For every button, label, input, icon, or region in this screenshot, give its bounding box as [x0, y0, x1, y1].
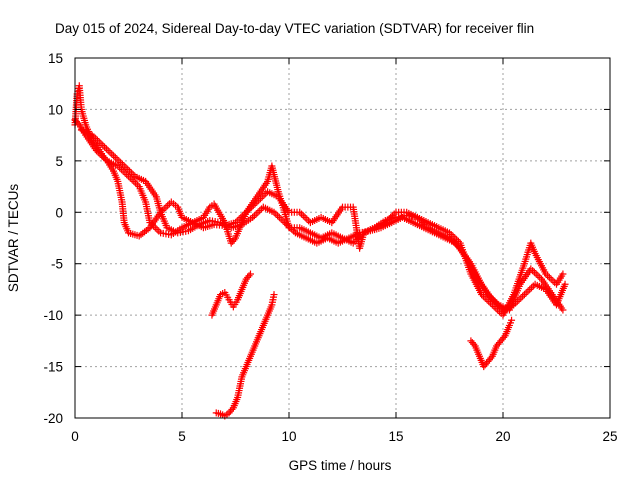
y-tick-label: 0: [55, 205, 63, 220]
data-point: [508, 316, 516, 324]
data-point: [115, 157, 123, 165]
data-point: [524, 287, 532, 295]
data-point: [270, 291, 278, 299]
data-point: [74, 119, 82, 127]
data-point: [153, 225, 161, 233]
data-point: [258, 205, 266, 213]
data-point: [301, 213, 309, 221]
series-track-c: [77, 126, 567, 314]
data-point: [526, 285, 534, 293]
data-point: [254, 208, 262, 216]
data-point: [162, 203, 170, 211]
data-point: [111, 153, 119, 161]
x-tick-label: 10: [281, 429, 296, 444]
data-point: [104, 147, 112, 155]
data-point: [519, 292, 527, 300]
y-tick-label: -20: [43, 411, 63, 426]
data-point: [529, 282, 537, 290]
data-point: [559, 306, 567, 314]
chart-title: Day 015 of 2024, Sidereal Day-to-day VTE…: [55, 21, 534, 36]
data-point: [530, 268, 538, 276]
plot-frame: [74, 57, 611, 419]
axes: 0 5 10 15 20 25 15 10 5 0 -5 -10 -15 -20: [43, 51, 617, 444]
data-point: [470, 340, 478, 348]
data-point: [297, 210, 305, 218]
data-point: [228, 405, 236, 413]
y-tick-label: -10: [43, 308, 63, 323]
data-point: [132, 179, 140, 187]
data-point: [305, 217, 313, 225]
data-point: [250, 212, 258, 220]
data-points: [71, 82, 569, 420]
data-point: [102, 145, 110, 153]
x-tick-label: 5: [178, 429, 186, 444]
x-tick-label: 20: [495, 429, 510, 444]
series-fragment-right: [467, 316, 516, 371]
data-point: [487, 354, 495, 362]
x-tick-label: 25: [602, 429, 617, 444]
data-point: [275, 213, 283, 221]
y-tick-label: -15: [43, 360, 63, 375]
data-point: [252, 210, 260, 218]
data-point: [534, 272, 542, 280]
data-point: [130, 177, 138, 185]
data-point: [246, 270, 254, 278]
series-fragment-upper: [208, 270, 254, 319]
data-point: [299, 212, 307, 220]
data-point: [108, 150, 116, 158]
y-tick-label: 5: [55, 154, 63, 169]
data-point: [561, 280, 569, 288]
data-point: [274, 212, 282, 220]
data-point: [545, 273, 553, 281]
x-tick-label: 0: [71, 429, 79, 444]
data-point: [520, 291, 528, 299]
data-point: [106, 148, 114, 156]
data-point: [522, 289, 530, 297]
data-point: [113, 155, 121, 163]
series-track-b: [71, 116, 569, 314]
data-point: [549, 277, 557, 285]
data-point: [532, 270, 540, 278]
y-tick-label: 15: [48, 51, 63, 66]
y-tick-label: -5: [51, 257, 63, 272]
y-axis-label: SDTVAR / TECUs: [6, 184, 21, 293]
grid-lines: [75, 58, 610, 418]
x-tick-label: 15: [388, 429, 403, 444]
data-point: [245, 272, 253, 280]
y-tick-label: 10: [48, 102, 63, 117]
data-point: [500, 333, 508, 341]
data-point: [110, 152, 118, 160]
data-point: [547, 275, 555, 283]
series-fragment-lower: [212, 291, 278, 420]
data-point: [230, 236, 238, 244]
data-point: [559, 270, 567, 278]
data-point: [536, 273, 544, 281]
data-point: [164, 201, 172, 209]
x-axis-label: GPS time / hours: [289, 458, 392, 473]
